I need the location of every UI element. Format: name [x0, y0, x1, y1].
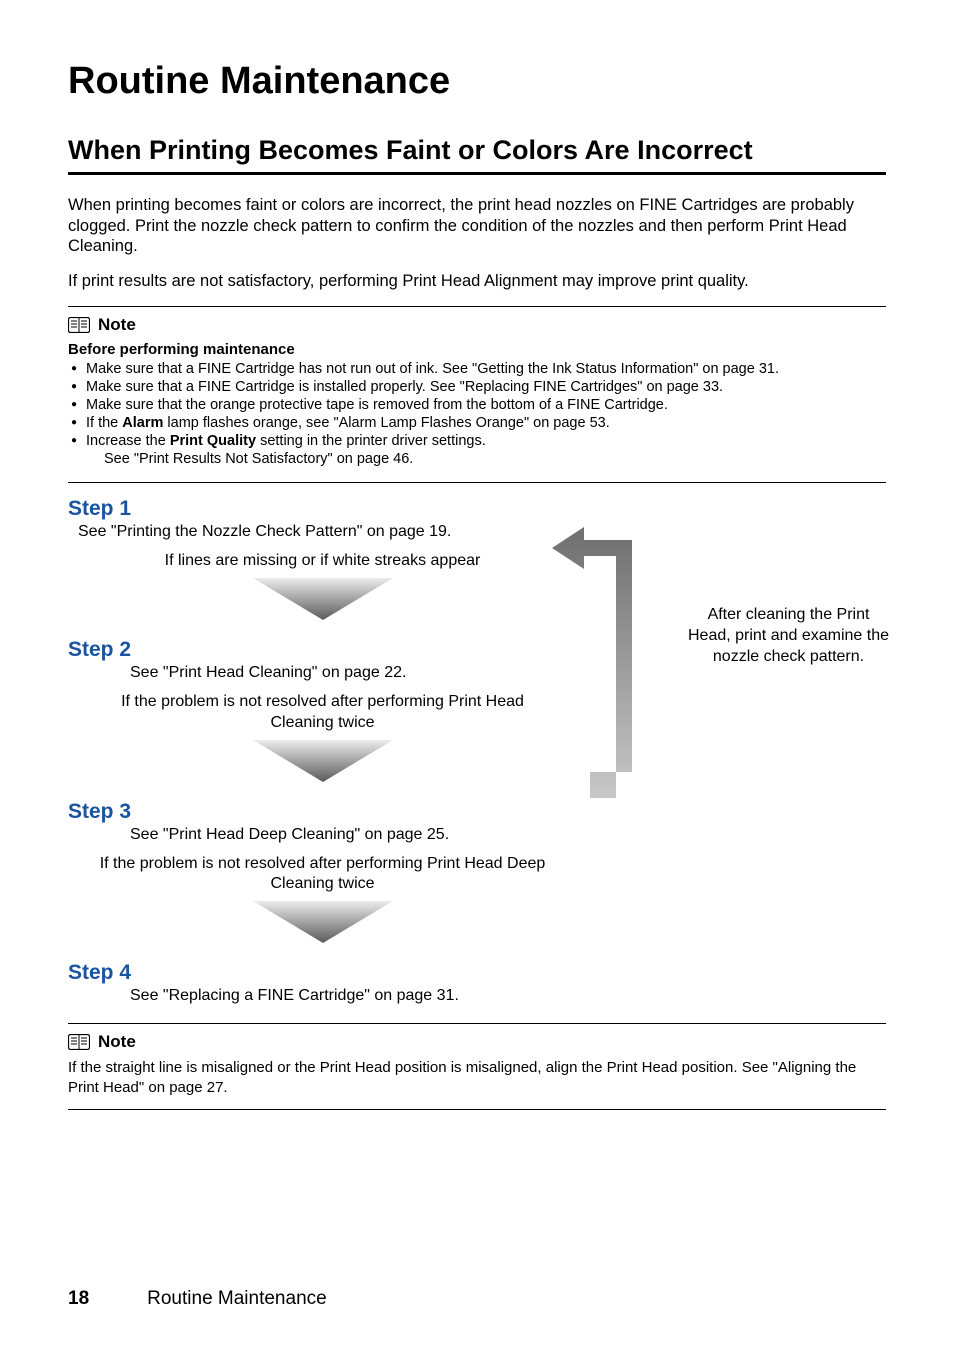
flow-container: After cleaning the Print Head, print and…: [68, 497, 886, 1005]
note-label: Note: [98, 315, 136, 335]
note-header-2: Note: [68, 1032, 886, 1052]
bullet-item: Increase the Print Quality setting in th…: [68, 432, 886, 468]
intro-para-1: When printing becomes faint or colors ar…: [68, 195, 886, 257]
main-title: Routine Maintenance: [68, 60, 886, 103]
step-3-ref: See "Print Head Deep Cleaning" on page 2…: [130, 826, 886, 844]
rule: [68, 306, 886, 307]
maintenance-bullets: Make sure that a FINE Cartridge has not …: [68, 360, 886, 469]
down-arrow-icon: [253, 578, 393, 620]
step-1-condition: If lines are missing or if white streaks…: [90, 551, 555, 572]
section-title: When Printing Becomes Faint or Colors Ar…: [68, 135, 886, 166]
bullet-subtext: See "Print Results Not Satisfactory" on …: [86, 450, 886, 468]
rule: [68, 1109, 886, 1110]
step-3-condition: If the problem is not resolved after per…: [90, 854, 555, 896]
return-arrow-icon: [552, 520, 652, 810]
bullet-item: Make sure that a FINE Cartridge is insta…: [68, 378, 886, 396]
down-arrow-icon: [253, 740, 393, 782]
down-arrow-icon: [253, 901, 393, 943]
note-label-2: Note: [98, 1032, 136, 1052]
page-number: 18: [68, 1288, 89, 1310]
note-icon: [68, 317, 90, 333]
note-header: Note: [68, 315, 886, 335]
before-maintenance-label: Before performing maintenance: [68, 341, 886, 358]
step-3-heading: Step 3: [68, 800, 886, 824]
intro-para-2: If print results are not satisfactory, p…: [68, 271, 886, 292]
rule: [68, 482, 886, 483]
step-1-ref: See "Printing the Nozzle Check Pattern" …: [78, 523, 886, 541]
rule: [68, 1023, 886, 1024]
footer-text: Routine Maintenance: [147, 1288, 327, 1310]
step-4-heading: Step 4: [68, 961, 886, 985]
bullet-item: Make sure that the orange protective tap…: [68, 396, 886, 414]
step-2-condition: If the problem is not resolved after per…: [90, 692, 555, 734]
bullet-item: Make sure that a FINE Cartridge has not …: [68, 360, 886, 378]
right-note-text: After cleaning the Print Head, print and…: [686, 605, 891, 667]
bullet-item: If the Alarm lamp flashes orange, see "A…: [68, 414, 886, 432]
note-2-text: If the straight line is misaligned or th…: [68, 1058, 886, 1097]
section-rule: [68, 172, 886, 175]
step-1-heading: Step 1: [68, 497, 886, 521]
page-footer: 18 Routine Maintenance: [68, 1288, 886, 1310]
step-4-ref: See "Replacing a FINE Cartridge" on page…: [130, 987, 886, 1005]
note-icon: [68, 1034, 90, 1050]
